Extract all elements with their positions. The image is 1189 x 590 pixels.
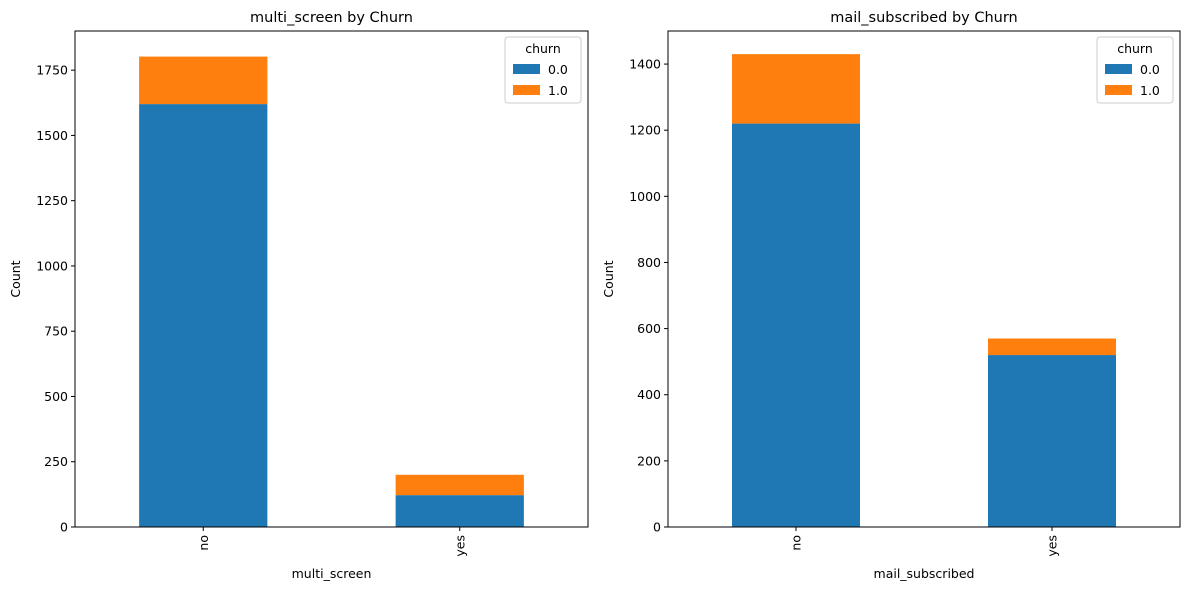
- y-tick-label: 1250: [36, 193, 68, 208]
- x-tick-label: yes: [1045, 535, 1060, 557]
- y-tick-label: 0: [60, 520, 68, 535]
- y-tick-label: 1400: [629, 57, 661, 72]
- y-tick-label: 250: [44, 454, 68, 469]
- legend-label-0.0: 0.0: [548, 62, 568, 77]
- x-tick-label: no: [196, 535, 211, 551]
- x-axis-label: multi_screen: [292, 566, 372, 581]
- legend-label-1.0: 1.0: [1140, 83, 1160, 98]
- x-tick-label: no: [789, 535, 804, 551]
- chart-panel-2: mail_subscribed by Churn 0 200 400 600 800 100…: [601, 10, 1181, 581]
- bar-yes-1.0: [395, 474, 524, 496]
- plot-frame: [74, 30, 589, 528]
- y-tick-label: 0: [653, 520, 661, 535]
- x-axis-label: mail_subscribed: [874, 566, 975, 581]
- y-tick-label: 500: [44, 389, 68, 404]
- bar-no-1.0: [732, 54, 860, 124]
- chart-panel-1: multi_screen by Churn 0 250 500 750 1000 1250 1…: [8, 10, 589, 581]
- plot-frame: [667, 30, 1181, 528]
- legend-title: churn: [525, 41, 561, 56]
- y-axis-label: Count: [601, 260, 616, 297]
- bar-no-1.0: [139, 56, 268, 105]
- bar-no-0.0: [139, 104, 268, 528]
- y-tick-label: 1750: [36, 63, 68, 78]
- x-tick-label: yes: [452, 535, 467, 557]
- legend: churn 0.0 1.0: [1096, 36, 1174, 104]
- legend-swatch-0.0: [1105, 64, 1132, 74]
- legend-swatch-0.0: [513, 64, 540, 74]
- legend-label-0.0: 0.0: [1140, 62, 1160, 77]
- legend-swatch-1.0: [1105, 85, 1132, 95]
- y-tick-label: 1000: [629, 189, 661, 204]
- bar-no-0.0: [732, 123, 860, 527]
- y-tick-label: 750: [44, 324, 68, 339]
- chart-title: mail_subscribed by Churn: [830, 10, 1018, 26]
- y-tick-label: 1500: [36, 128, 68, 143]
- bar-yes-0.0: [988, 355, 1116, 527]
- y-tick-label: 1200: [629, 123, 661, 138]
- y-tick-label: 200: [637, 453, 661, 468]
- legend-swatch-1.0: [513, 85, 540, 95]
- legend-label-1.0: 1.0: [548, 83, 568, 98]
- legend: churn 0.0 1.0: [504, 36, 582, 104]
- bar-yes-1.0: [988, 338, 1116, 356]
- chart-title: multi_screen by Churn: [250, 10, 413, 26]
- y-tick-label: 800: [637, 255, 661, 270]
- y-tick-label: 600: [637, 321, 661, 336]
- bar-yes-0.0: [395, 495, 524, 527]
- y-tick-label: 1000: [36, 258, 68, 273]
- y-tick-label: 400: [637, 387, 661, 402]
- y-axis-label: Count: [8, 260, 23, 297]
- legend-title: churn: [1117, 41, 1153, 56]
